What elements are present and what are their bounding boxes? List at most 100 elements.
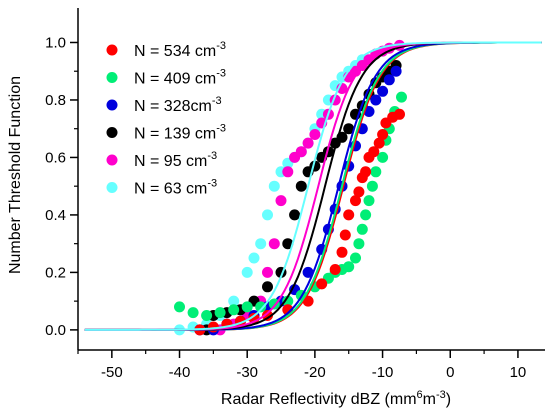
data-point-series-4 xyxy=(309,129,321,140)
data-point-series-5 xyxy=(228,295,240,307)
legend-label-text: N = 328cm xyxy=(134,98,212,115)
legend-label-sup: -3 xyxy=(207,178,217,190)
data-point-series-2 xyxy=(390,65,402,77)
y-tick-label: 0.4 xyxy=(45,207,66,224)
data-point-series-0 xyxy=(350,195,361,207)
plot-layer xyxy=(84,39,542,336)
data-point-series-2 xyxy=(302,266,314,278)
y-axis-label: Number Threshold Function xyxy=(7,76,24,274)
x-axis-label-main: Radar Reflectivity dBZ (mm xyxy=(221,391,417,408)
data-point-series-0 xyxy=(368,146,380,158)
data-point-series-0 xyxy=(339,229,351,241)
axes-layer: 0.0 0.2 0.4 0.6 0.8 1.0 -50 -40 -30 -20 -10 0 10 xyxy=(45,8,545,381)
y-tick-label: 0.6 xyxy=(45,149,66,166)
data-point-series-5 xyxy=(241,266,253,278)
data-point-series-1 xyxy=(350,252,361,264)
data-point-series-0 xyxy=(377,129,389,140)
x-tick-label: -20 xyxy=(304,364,326,381)
legend-label-text: N = 63 cm xyxy=(134,181,207,198)
data-point-series-3 xyxy=(295,180,307,192)
legend-label-text: N = 139 cm xyxy=(134,126,216,143)
data-point-series-1 xyxy=(353,238,365,250)
legend-marker-series-4 xyxy=(106,154,118,166)
x-tick-label: -10 xyxy=(372,364,394,381)
legend-label-text: N = 409 cm xyxy=(134,71,216,88)
data-point-series-4 xyxy=(262,266,273,278)
y-tick-label: 0.2 xyxy=(45,264,66,281)
x-axis-label-end: ) xyxy=(446,391,451,408)
data-point-series-1 xyxy=(255,301,267,313)
legend: N = 534 cm-3N = 409 cm-3N = 328cm-3N = 1… xyxy=(106,40,226,198)
x-tick-label: -30 xyxy=(236,364,258,381)
legend-label-series-5: N = 63 cm-3 xyxy=(134,178,217,198)
data-point-series-0 xyxy=(353,186,365,198)
legend-marker-series-3 xyxy=(106,127,118,138)
data-point-series-3 xyxy=(282,238,294,250)
data-point-series-1 xyxy=(396,91,407,103)
x-axis-label-sup1: 6 xyxy=(417,389,423,401)
data-point-series-1 xyxy=(343,261,355,273)
data-point-series-1 xyxy=(201,310,213,321)
x-tick-label: 10 xyxy=(510,364,527,381)
data-point-series-1 xyxy=(214,307,226,319)
legend-label-sup: -3 xyxy=(216,68,226,80)
legend-marker-series-2 xyxy=(106,99,118,111)
data-point-series-1 xyxy=(187,307,199,319)
data-point-series-1 xyxy=(370,166,382,178)
legend-label-sup: -3 xyxy=(216,40,226,52)
y-tick-label: 1.0 xyxy=(45,34,66,51)
data-point-series-2 xyxy=(377,85,389,97)
y-tick-label: 0.0 xyxy=(45,322,66,339)
legend-label-sup: -3 xyxy=(207,150,217,162)
data-point-series-0 xyxy=(373,137,385,149)
legend-label-series-0: N = 534 cm-3 xyxy=(134,40,226,60)
legend-label-series-2: N = 328cm-3 xyxy=(134,95,222,115)
data-point-series-0 xyxy=(316,278,328,290)
legend-label-series-3: N = 139 cm-3 xyxy=(134,123,226,143)
legend-label-text: N = 534 cm xyxy=(134,43,216,60)
legend-label-sup: -3 xyxy=(216,123,226,135)
data-point-series-5 xyxy=(268,180,280,192)
x-axis-label-mid: m xyxy=(423,391,436,408)
data-point-series-2 xyxy=(383,74,395,86)
x-tick-label: 0 xyxy=(446,364,454,381)
data-point-series-1 xyxy=(241,301,253,313)
data-point-series-3 xyxy=(343,123,355,135)
data-point-series-0 xyxy=(343,209,355,221)
data-point-series-1 xyxy=(366,180,378,192)
data-point-series-2 xyxy=(370,94,382,106)
legend-marker-series-1 xyxy=(106,72,118,83)
x-tick-label: -40 xyxy=(169,364,191,381)
x-tick-label: -50 xyxy=(101,364,123,381)
data-point-series-1 xyxy=(377,151,389,163)
data-point-series-4 xyxy=(275,195,287,207)
legend-marker-series-5 xyxy=(106,182,118,193)
data-point-series-0 xyxy=(394,108,405,120)
data-point-series-1 xyxy=(363,195,375,207)
data-point-series-5 xyxy=(248,252,260,264)
data-point-series-3 xyxy=(262,281,273,293)
data-point-series-0 xyxy=(336,246,348,258)
data-point-series-1 xyxy=(282,295,294,307)
data-point-series-4 xyxy=(282,166,294,178)
data-point-series-1 xyxy=(228,304,240,316)
x-axis-label-sup2: -3 xyxy=(436,389,446,401)
data-point-series-0 xyxy=(329,264,341,275)
fit-curve-series-5 xyxy=(84,41,542,331)
data-point-series-3 xyxy=(289,209,301,221)
data-point-series-1 xyxy=(356,223,368,235)
data-point-series-0 xyxy=(360,166,372,178)
y-tick-label: 0.8 xyxy=(45,92,66,109)
legend-label-series-4: N = 95 cm-3 xyxy=(134,150,217,170)
data-point-series-1 xyxy=(360,209,372,221)
data-point-series-5 xyxy=(262,209,273,221)
data-point-series-1 xyxy=(174,301,185,313)
legend-marker-series-0 xyxy=(106,44,118,56)
data-point-series-0 xyxy=(262,310,273,321)
legend-label-series-1: N = 409 cm-3 xyxy=(134,68,226,88)
x-axis-label: Radar Reflectivity dBZ (mm6m-3) xyxy=(221,389,451,408)
data-point-series-4 xyxy=(302,137,314,149)
data-point-series-4 xyxy=(295,146,307,158)
data-point-series-4 xyxy=(268,238,280,250)
